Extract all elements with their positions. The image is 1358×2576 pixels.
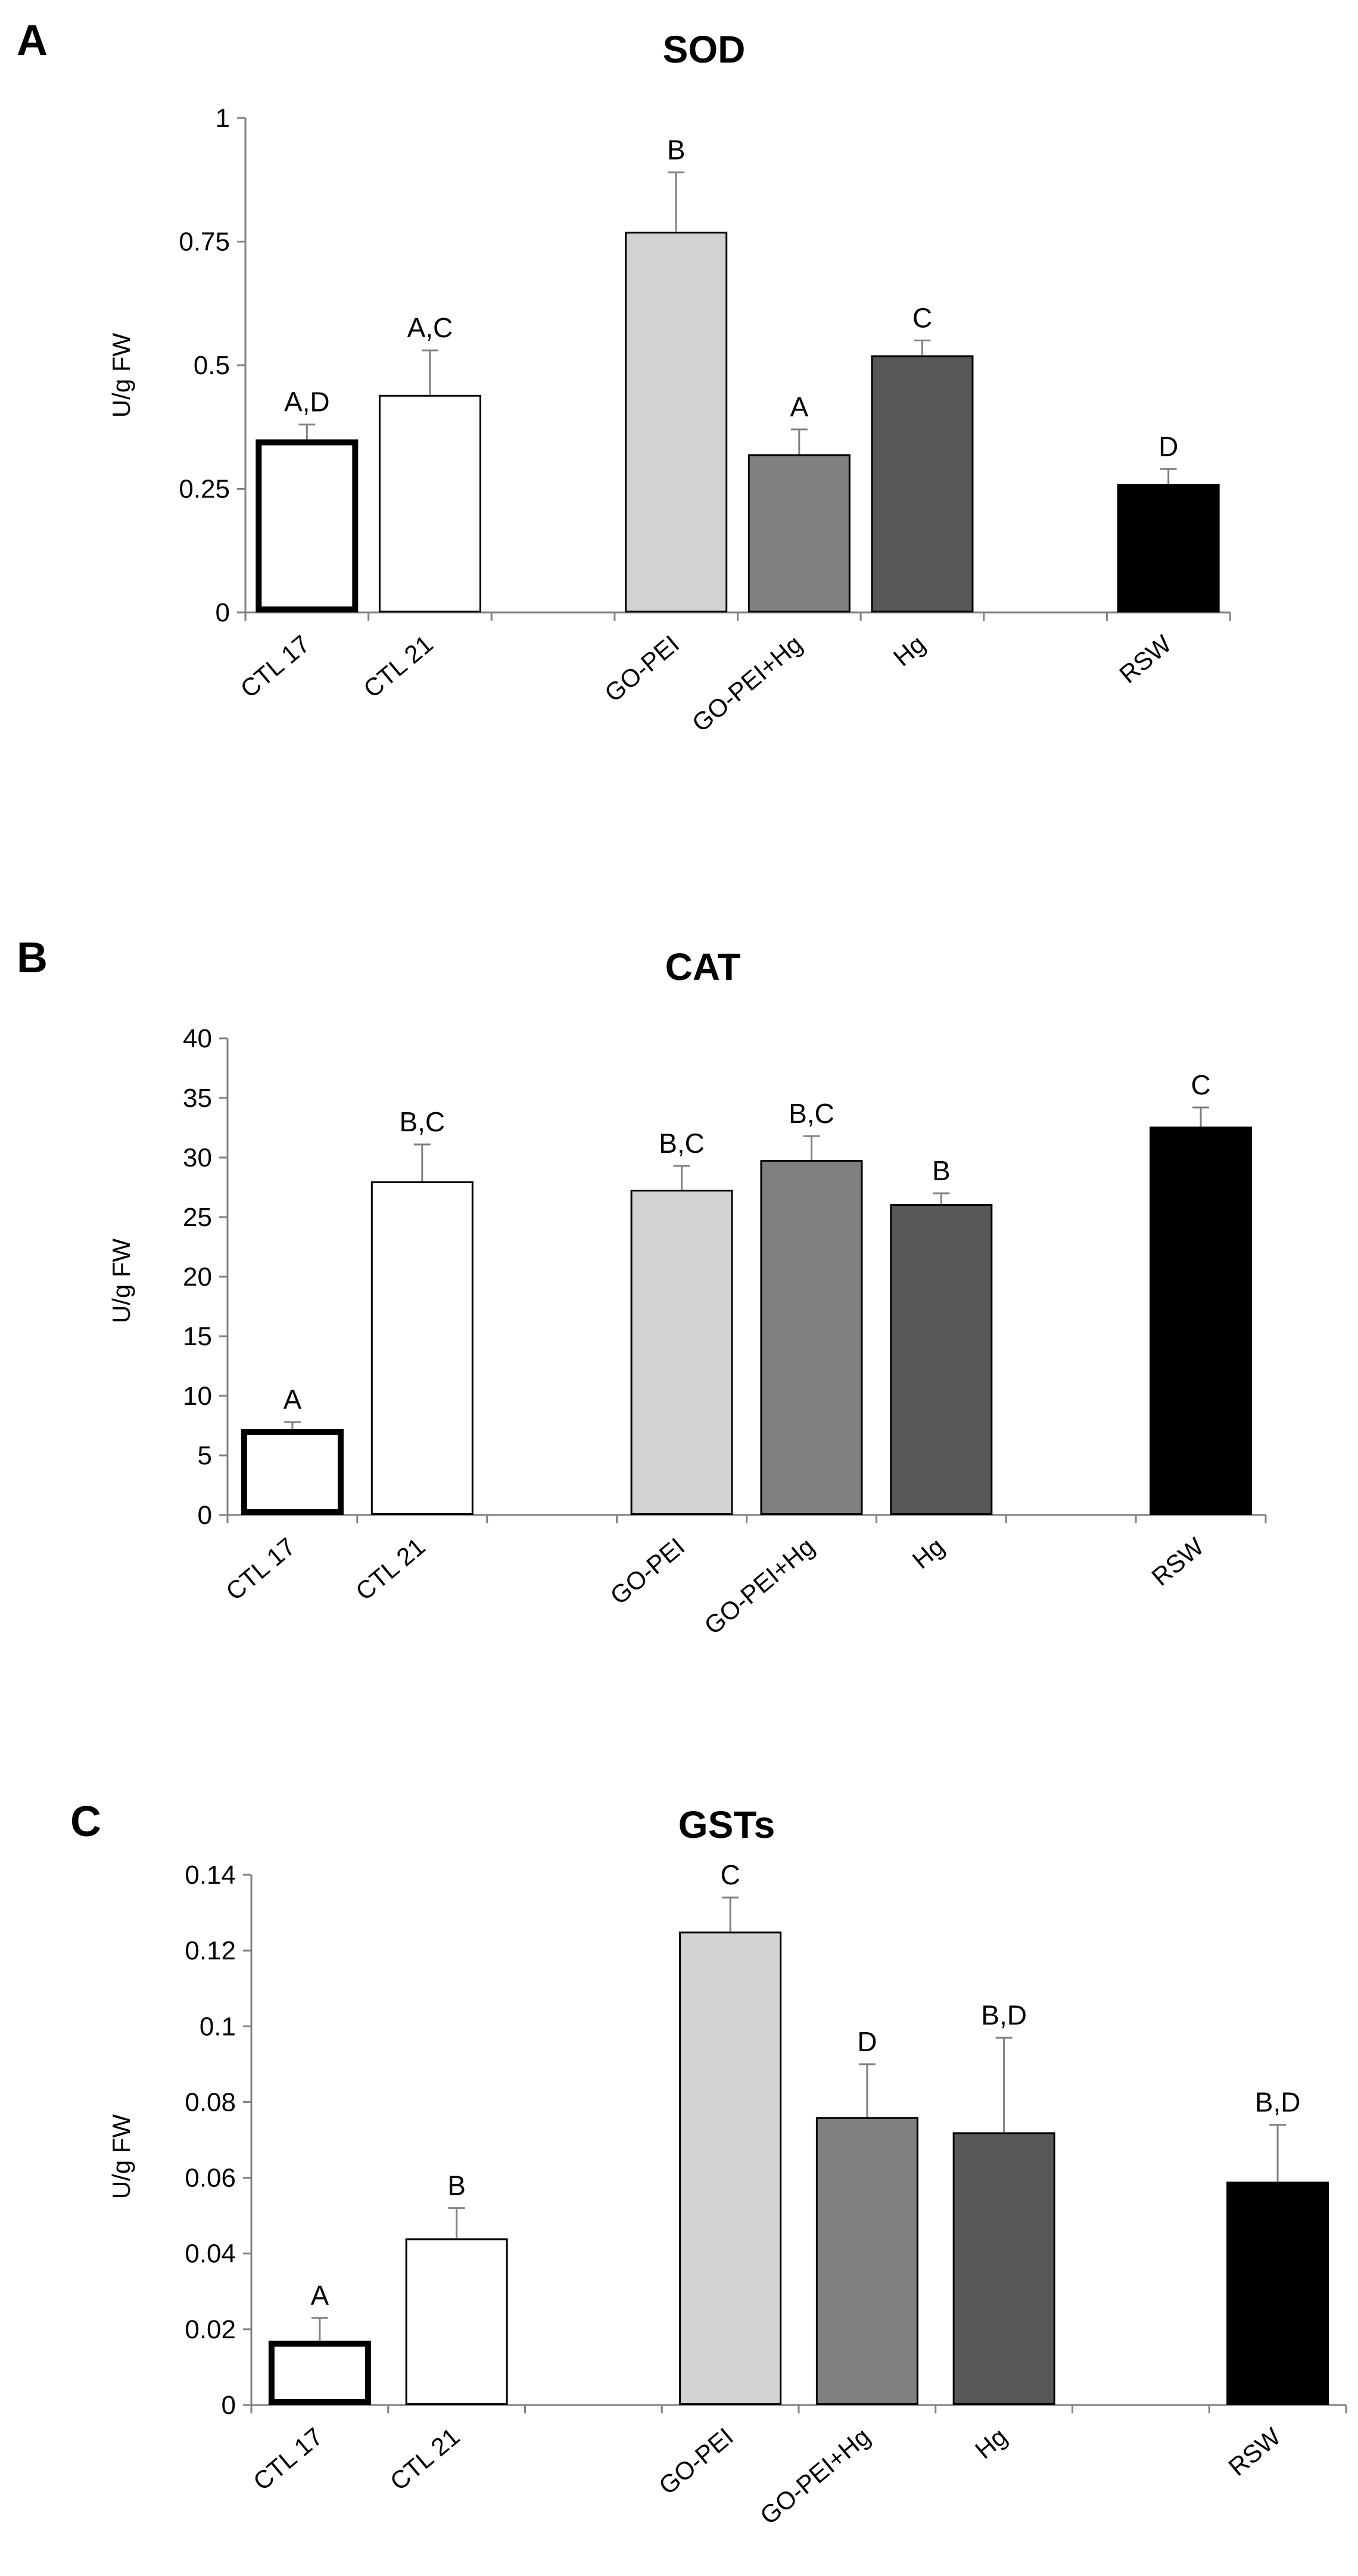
y-tick-label: 0.75 — [179, 228, 230, 257]
significance-label: C — [912, 303, 932, 334]
bar-ctl-21 — [405, 2238, 508, 2405]
bar-ctl-17 — [268, 2340, 371, 2405]
significance-label: D — [1158, 431, 1178, 462]
bar-go-pei-hg — [760, 1160, 863, 1515]
y-tick-label: 0.02 — [185, 2315, 236, 2344]
bar-go-pei — [679, 1931, 782, 2406]
y-tick-label: 15 — [183, 1322, 212, 1351]
y-tick-label: 0.08 — [185, 2087, 236, 2117]
y-tick-label: 0.04 — [185, 2239, 236, 2269]
category-label: RSW — [1147, 1532, 1210, 1591]
chart-gsts: C GSTs U/g FW 0 0.02 0.04 0.06 0.08 0.1 0.12 0.… — [70, 1798, 1347, 2530]
bar-ctl-17 — [256, 439, 359, 612]
y-tick-label: 0.14 — [185, 1861, 236, 1890]
y-axis-label: U/g FW — [107, 1238, 135, 1323]
panel-letter: C — [70, 1798, 101, 1846]
category-label: GO-PEI+Hg — [687, 630, 808, 738]
category-label: Hg — [970, 2422, 1012, 2465]
y-tick-label: 1 — [216, 104, 230, 133]
y-axis-label: U/g FW — [107, 2114, 135, 2199]
y-tick-label: 0 — [216, 598, 230, 627]
bar-go-pei-hg — [747, 454, 851, 613]
category-label: GO-PEI+Hg — [699, 1532, 820, 1640]
y-tick-label: 20 — [183, 1262, 212, 1292]
chart-title: GSTs — [678, 1803, 775, 1846]
category-label: CTL 21 — [385, 2422, 465, 2496]
category-label: GO-PEI — [653, 2422, 739, 2500]
y-tick-label: 0.06 — [185, 2164, 236, 2193]
significance-label: B — [447, 2170, 466, 2201]
category-label: GO-PEI — [605, 1532, 690, 1610]
category-label: GO-PEI — [599, 630, 684, 708]
y-tick-label: 10 — [183, 1382, 212, 1411]
y-tick-label: 40 — [183, 1024, 212, 1053]
significance-label: B,D — [1255, 2087, 1301, 2118]
y-axis-label: U/g FW — [107, 332, 135, 418]
category-label: CTL 17 — [248, 2422, 328, 2496]
y-tick-label: 0 — [198, 1501, 212, 1530]
chart-title: SOD — [663, 28, 746, 71]
y-tick-label: 30 — [183, 1143, 212, 1172]
bar-hg — [871, 355, 974, 613]
bar-hg — [890, 1204, 993, 1515]
category-label: RSW — [1114, 630, 1177, 689]
y-tick-label: 0.1 — [200, 2012, 236, 2041]
category-label: CTL 17 — [235, 630, 316, 704]
significance-label: B — [932, 1155, 951, 1186]
significance-label: A — [790, 391, 808, 422]
bar-rsw — [1226, 2181, 1329, 2405]
bar-ctl-17 — [241, 1429, 344, 1515]
y-tick-label: 5 — [198, 1441, 212, 1470]
significance-label: C — [721, 1859, 740, 1890]
bar-rsw — [1150, 1127, 1253, 1515]
bar-go-pei — [625, 231, 728, 612]
bar-hg — [952, 2132, 1055, 2405]
y-tick-label: 0.25 — [179, 475, 230, 504]
chart-title: CAT — [665, 945, 741, 988]
significance-label: B,C — [399, 1106, 445, 1137]
y-tick-label: 25 — [183, 1203, 212, 1232]
significance-label: B,C — [789, 1098, 834, 1129]
bar-ctl-21 — [378, 394, 481, 612]
significance-label: C — [1191, 1069, 1210, 1100]
significance-label: A,C — [407, 312, 453, 343]
y-tick-label: 0.5 — [194, 351, 230, 380]
y-tick-label: 35 — [183, 1084, 212, 1113]
significance-label: D — [857, 2026, 877, 2057]
bar-go-pei-hg — [815, 2117, 918, 2406]
significance-label: B,C — [659, 1128, 705, 1159]
category-label: RSW — [1223, 2422, 1287, 2481]
category-label: CTL 21 — [350, 1532, 431, 1606]
y-tick-label: 0.12 — [185, 1936, 236, 1965]
panel-letter: A — [17, 17, 48, 64]
significance-label: A,D — [284, 387, 330, 418]
category-label: CTL 17 — [220, 1532, 301, 1606]
category-label: Hg — [907, 1532, 949, 1575]
panel-letter: B — [17, 934, 48, 982]
significance-label: B,D — [981, 1999, 1027, 2030]
category-label: CTL 21 — [358, 630, 438, 704]
chart-sod: A SOD U/g FW 0 0.25 0.5 0.75 1 A,D CTL 17 A,C CT… — [17, 17, 1231, 738]
bar-rsw — [1117, 484, 1220, 613]
bar-ctl-21 — [370, 1181, 474, 1515]
y-tick-label: 0 — [222, 2391, 236, 2420]
chart-cat: B CAT U/g FW 0 5 10 15 20 25 30 35 40 A CTL 17 B,C C… — [17, 934, 1267, 1640]
category-label: Hg — [888, 630, 930, 672]
bar-go-pei — [630, 1190, 733, 1515]
significance-label: A — [284, 1384, 302, 1415]
significance-label: A — [311, 2280, 329, 2311]
category-label: GO-PEI+Hg — [755, 2422, 876, 2530]
significance-label: B — [667, 134, 686, 165]
